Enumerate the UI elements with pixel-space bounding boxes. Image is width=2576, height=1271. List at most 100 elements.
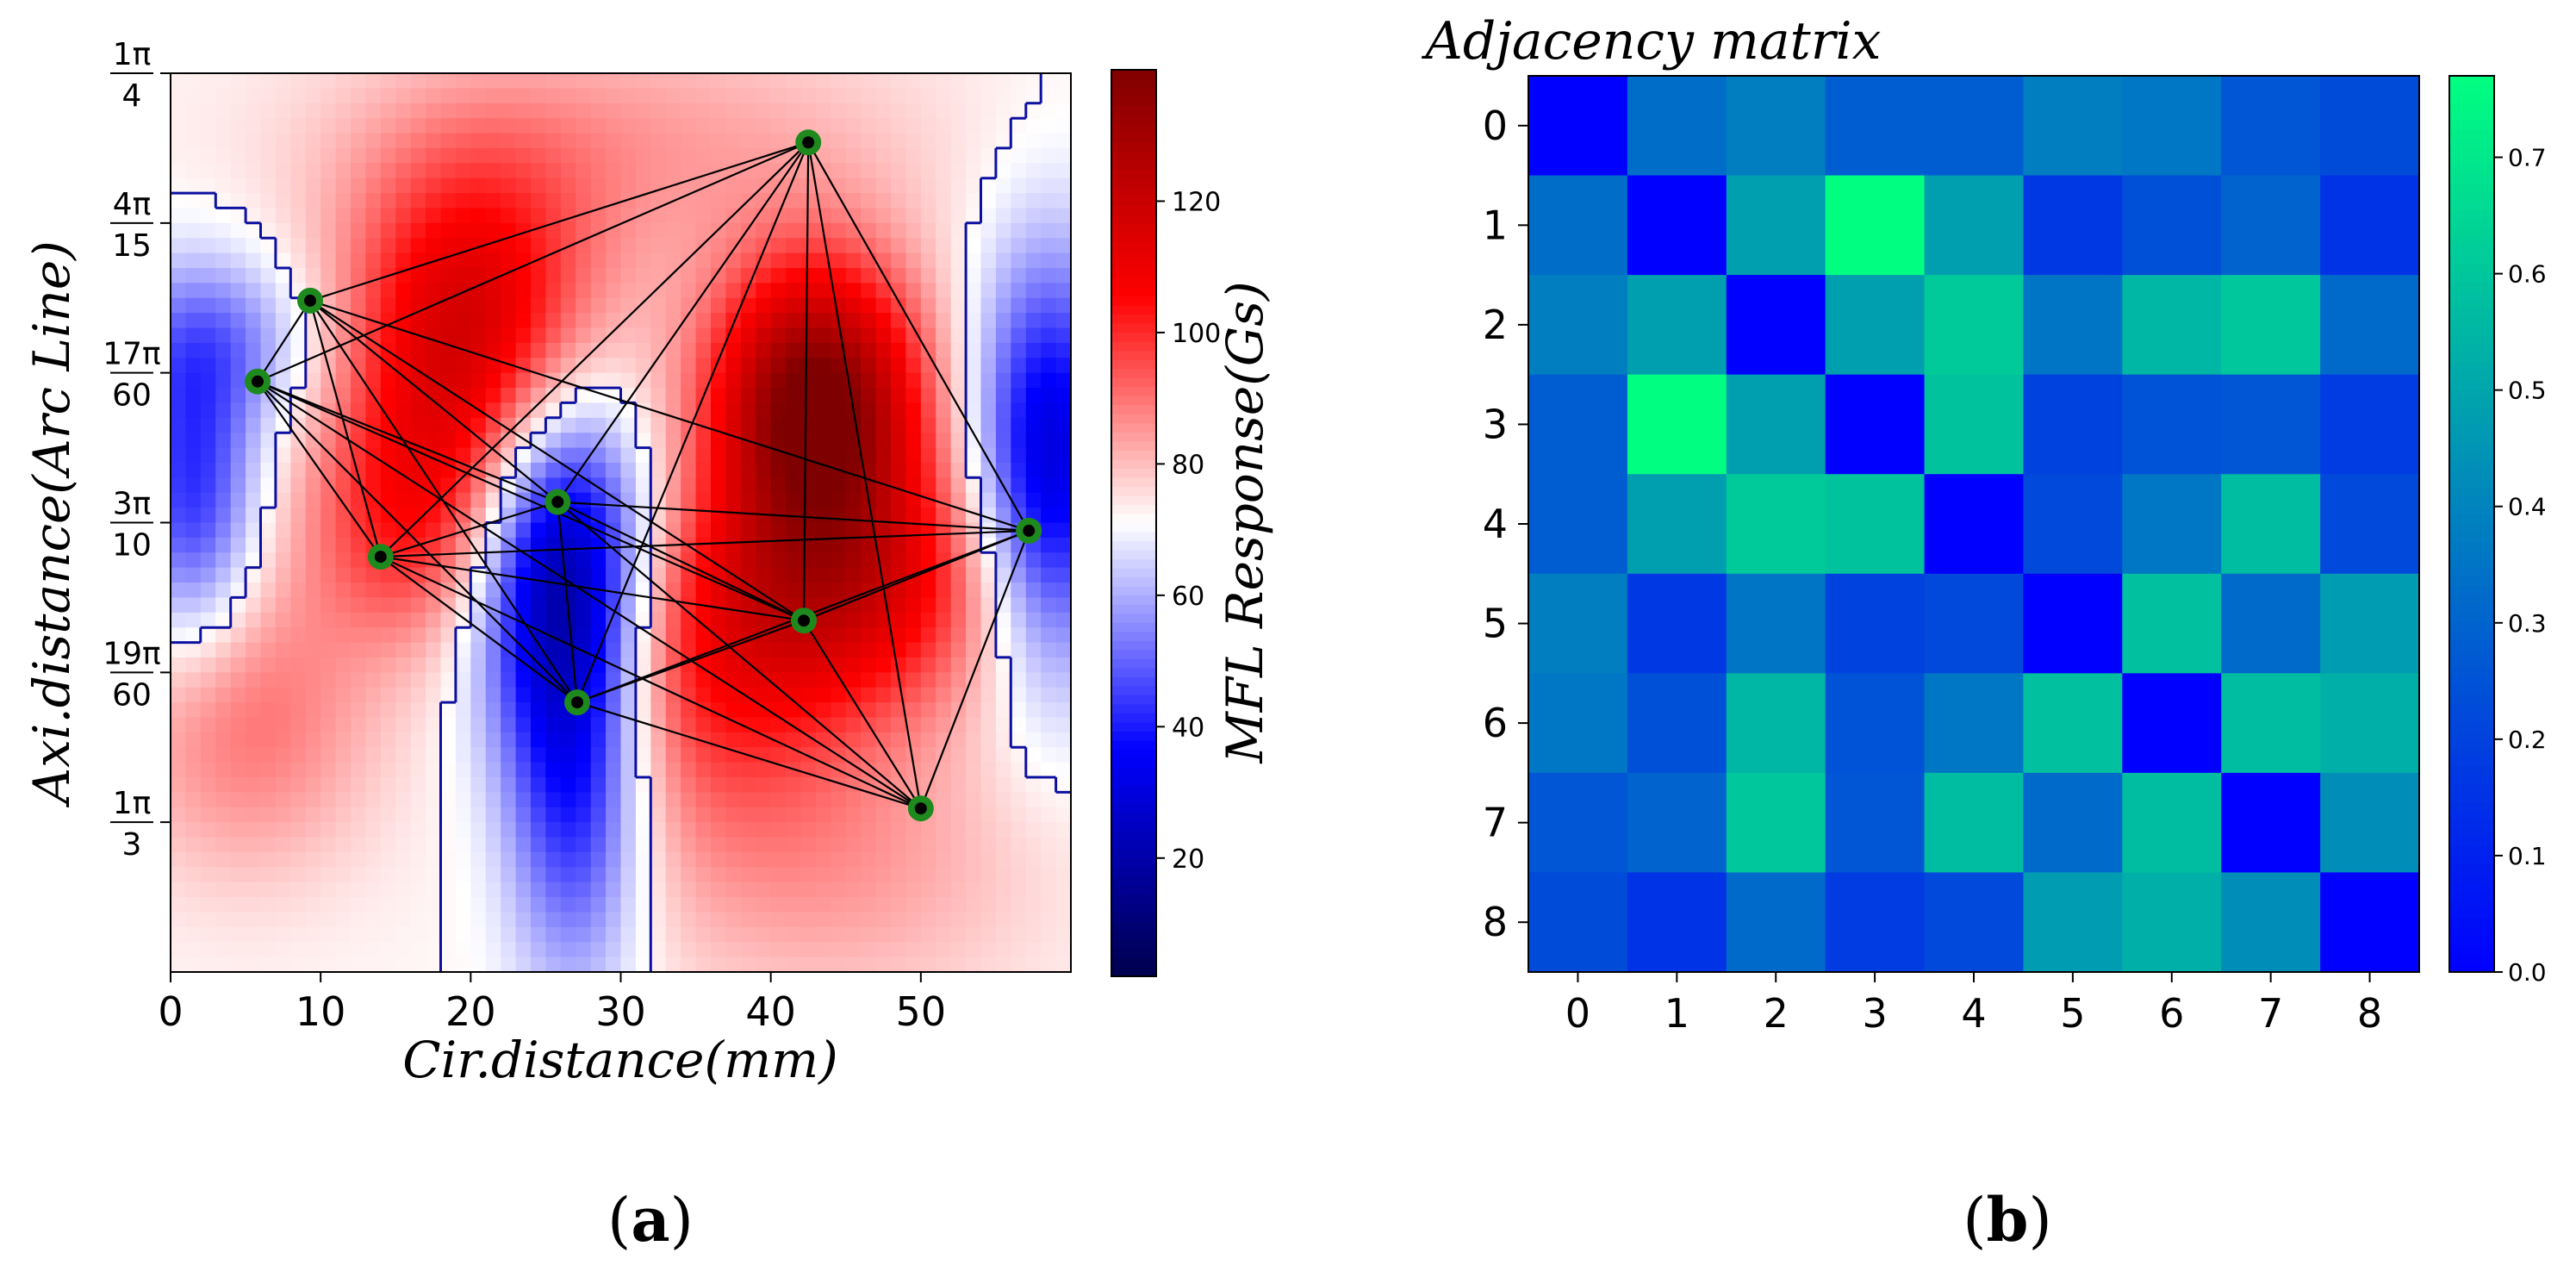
mfl-field-cell (455, 807, 471, 823)
mfl-field-cell (365, 208, 382, 224)
mfl-field-cell (395, 942, 412, 958)
panel-a-colorbar-segment (1111, 178, 1156, 189)
mfl-field-cell (1055, 508, 1072, 524)
mfl-field-cell (560, 88, 576, 104)
mfl-field-cell (380, 672, 396, 688)
mfl-field-cell (650, 642, 667, 658)
mfl-field-cell (545, 417, 562, 433)
mfl-field-cell (635, 178, 651, 194)
mfl-field-cell (200, 807, 216, 823)
mfl-field-cell (606, 267, 622, 283)
mfl-field-cell (275, 747, 291, 763)
mfl-field-cell (950, 762, 967, 778)
mfl-field-cell (711, 657, 727, 673)
panel-a-colorbar-segment (1111, 133, 1156, 143)
mfl-field-cell (936, 433, 952, 449)
mfl-field-cell (995, 851, 1011, 868)
graph-edges (257, 141, 1030, 810)
mfl-field-cell (440, 178, 457, 194)
mfl-field-cell (815, 552, 831, 569)
mfl-field-cell (531, 882, 547, 898)
mfl-field-cell (455, 222, 471, 239)
mfl-field-cell (590, 462, 607, 478)
mfl-field-cell (891, 372, 907, 389)
mfl-field-cell (305, 822, 321, 838)
mfl-field-cell (620, 193, 637, 209)
mfl-field-cell (305, 717, 321, 733)
mfl-field-cell (950, 118, 967, 134)
mfl-field-cell (1011, 822, 1027, 838)
mfl-field-cell (1025, 492, 1042, 508)
mfl-field-cell (380, 851, 396, 868)
mfl-field-cell (290, 477, 307, 494)
mfl-field-cell (891, 252, 907, 269)
mfl-field-cell (275, 283, 291, 299)
mfl-field-cell (470, 717, 487, 733)
mfl-field-cell (966, 851, 982, 868)
mfl-field-cell (1041, 283, 1057, 299)
mfl-field-cell (681, 583, 697, 599)
mfl-field-cell (756, 462, 772, 478)
panel-a-colorbar-segment (1111, 804, 1156, 814)
mfl-field-cell (770, 372, 787, 389)
mfl-field-cell (230, 926, 246, 943)
mfl-field-cell (576, 851, 592, 868)
mfl-field-cell (995, 882, 1011, 898)
mfl-field-cell (395, 88, 412, 104)
mfl-field-cell (920, 208, 936, 224)
mfl-field-cell (1055, 147, 1072, 164)
panel-a-colorbar-segment (1111, 315, 1156, 325)
mfl-field-cell (681, 313, 697, 329)
mfl-field-cell (1025, 777, 1042, 793)
mfl-field-cell (1025, 252, 1042, 269)
mfl-field-cell (770, 912, 787, 928)
mfl-field-cell (845, 133, 862, 149)
mfl-field-cell (260, 222, 277, 239)
mfl-field-cell (995, 627, 1011, 644)
mfl-field-cell (426, 238, 442, 254)
mfl-field-cell (200, 851, 216, 868)
mfl-field-cell (650, 297, 667, 314)
mfl-field-cell (515, 267, 532, 283)
mfl-field-cell (215, 492, 232, 508)
mfl-field-cell (230, 702, 246, 719)
mfl-field-cell (861, 222, 877, 239)
mfl-field-cell (380, 732, 396, 748)
adjacency-cell-5-8 (2320, 573, 2420, 674)
adjacency-cell-7-0 (1528, 772, 1628, 874)
mfl-field-cell (246, 447, 262, 464)
mfl-field-cell (606, 912, 622, 928)
mfl-field-cell (531, 178, 547, 194)
mfl-field-cell (230, 283, 246, 299)
mfl-field-cell (711, 372, 727, 389)
mfl-field-cell (831, 88, 847, 104)
panel-b-colorbar-segment (2449, 192, 2494, 202)
mfl-field-cell (875, 882, 892, 898)
mfl-field-cell (770, 73, 787, 89)
mfl-field-cell (246, 792, 262, 808)
mfl-field-cell (950, 597, 967, 614)
mfl-field-cell (1055, 627, 1072, 644)
mfl-field-cell (305, 477, 321, 494)
mfl-field-cell (455, 597, 471, 614)
mfl-field-cell (711, 178, 727, 194)
mfl-field-cell (246, 837, 262, 853)
mfl-field-cell (681, 597, 697, 614)
mfl-field-cell (756, 447, 772, 464)
mfl-field-cell (395, 687, 412, 703)
mfl-field-cell (966, 956, 982, 973)
mfl-field-cell (275, 926, 291, 943)
mfl-field-cell (756, 163, 772, 179)
mfl-field-cell (725, 252, 742, 269)
mfl-field-cell (185, 417, 202, 433)
mfl-field-cell (995, 897, 1011, 913)
mfl-field-cell (590, 822, 607, 838)
mfl-field-cell (681, 388, 697, 404)
mfl-field-cell (711, 807, 727, 823)
mfl-field-cell (545, 732, 562, 748)
mfl-field-cell (740, 313, 756, 329)
mfl-field-cell (606, 252, 622, 269)
mfl-field-cell (576, 283, 592, 299)
mfl-field-cell (470, 642, 487, 658)
